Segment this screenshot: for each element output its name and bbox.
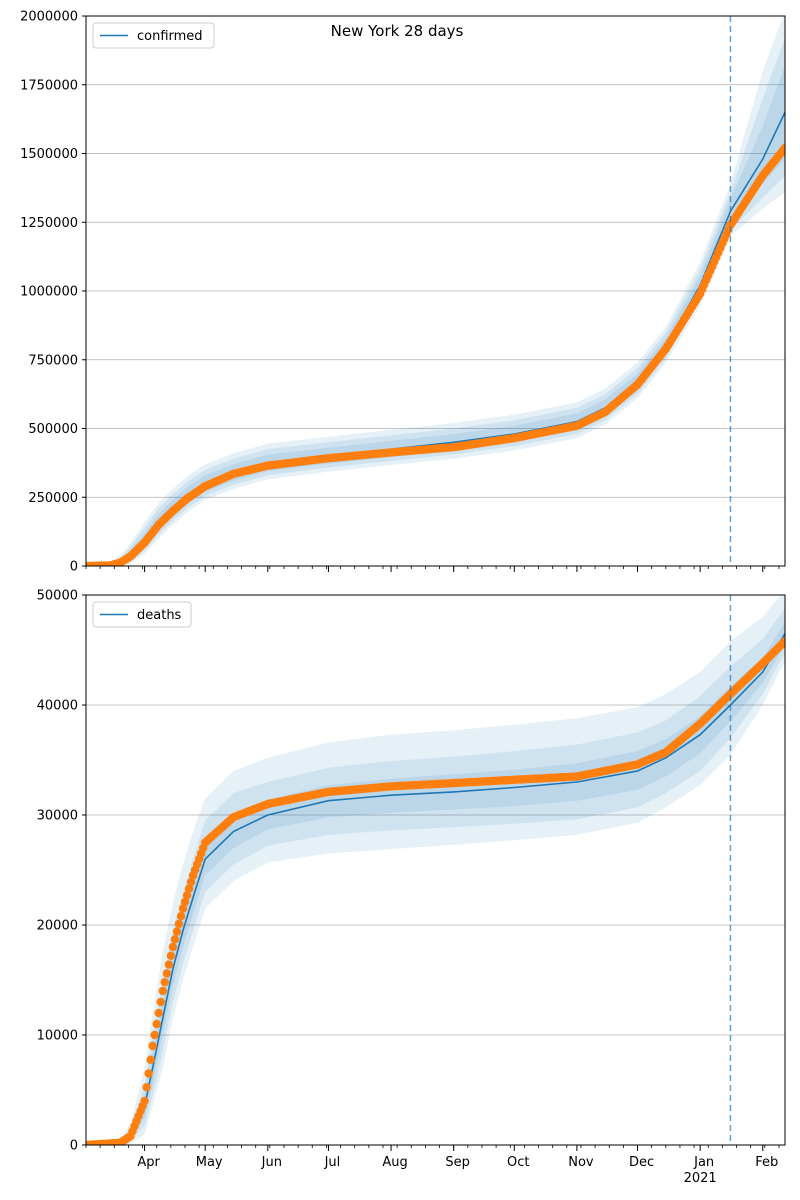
- y-tick-label: 0: [70, 1139, 78, 1154]
- figure-title: New York 28 days: [331, 22, 464, 40]
- y-tick-label: 1000000: [20, 285, 78, 300]
- confirmed-legend: confirmed: [92, 22, 215, 49]
- y-tick-label: 40000: [37, 699, 78, 714]
- uncertainty-band: [86, 16, 785, 566]
- x-tick-label: Feb: [755, 1155, 778, 1170]
- observed-point: [174, 919, 184, 929]
- axes-frame: [85, 594, 786, 1146]
- observed-point: [172, 927, 182, 936]
- observed-point: [148, 1041, 157, 1051]
- observed-point: [168, 942, 178, 952]
- uncertainty-band: [86, 608, 785, 1145]
- observed-point: [164, 960, 174, 969]
- y-tick-label: 0: [70, 560, 78, 575]
- deaths-legend: deaths: [92, 601, 192, 628]
- deaths-panel: 0 10000 20000 30000 40000 50000 Apr May Jun Jul Au…: [37, 589, 786, 1186]
- y-tick-label: 50000: [37, 589, 78, 604]
- y-tick-label: 1750000: [20, 78, 78, 93]
- observed-point: [156, 997, 165, 1007]
- x-tick-label: Jul: [324, 1155, 341, 1170]
- x-tick-label: Jan: [693, 1155, 714, 1170]
- observed-point: [160, 978, 169, 987]
- observed-point: [780, 637, 785, 646]
- y-tick-label: 1500000: [20, 147, 78, 162]
- observed-point: [150, 1030, 159, 1040]
- y-tick-label: 250000: [28, 491, 78, 506]
- observed-point: [162, 969, 172, 978]
- legend-box: [92, 22, 215, 49]
- x-tick-label: May: [196, 1155, 223, 1170]
- observed-point: [780, 143, 785, 153]
- legend-label: deaths: [137, 608, 182, 623]
- y-tick-label: 1250000: [20, 216, 78, 231]
- observed-point: [144, 1069, 153, 1078]
- legend-label: confirmed: [137, 29, 203, 44]
- plot-area: [86, 595, 785, 1145]
- x-tick-label: Aug: [382, 1155, 407, 1170]
- x-tick-label: Oct: [507, 1155, 529, 1170]
- x-tick-label: Apr: [137, 1155, 160, 1170]
- observed-point: [178, 904, 188, 913]
- observed-point: [180, 897, 190, 907]
- x-tick-label: Dec: [629, 1155, 654, 1170]
- observed-point: [186, 877, 196, 887]
- uncertainty-band: [86, 38, 785, 566]
- x-year-label: 2021: [684, 1171, 717, 1186]
- y-tick-label: 30000: [37, 809, 78, 824]
- observed-point: [182, 891, 192, 900]
- x-tick-label: Sep: [445, 1155, 470, 1170]
- observed-point: [154, 1008, 163, 1018]
- observed-point: [170, 935, 180, 944]
- observed-point: [166, 951, 176, 960]
- plot-area: [86, 16, 785, 566]
- observed-point: [158, 986, 167, 996]
- y-tick-label: 500000: [28, 422, 78, 437]
- legend-box: [92, 601, 192, 628]
- observed-point: [176, 912, 186, 921]
- y-tick-label: 10000: [37, 1029, 78, 1044]
- confirmed-panel: 0 250000 500000 750000 1000000 1250000 1500000…: [20, 10, 786, 575]
- x-tick-label: Jun: [261, 1155, 282, 1170]
- observed-point: [140, 1096, 149, 1106]
- observed-point: [142, 1083, 151, 1092]
- y-tick-label: 20000: [37, 919, 78, 934]
- x-tick-label: Nov: [568, 1155, 594, 1170]
- y-tick-label: 2000000: [20, 10, 78, 25]
- observed-point: [152, 1019, 161, 1029]
- deaths-model-line: [86, 633, 785, 1145]
- observed-point: [146, 1055, 155, 1064]
- observed-point: [184, 884, 194, 893]
- y-tick-label: 750000: [28, 353, 78, 368]
- uncertainty-band: [86, 595, 785, 1145]
